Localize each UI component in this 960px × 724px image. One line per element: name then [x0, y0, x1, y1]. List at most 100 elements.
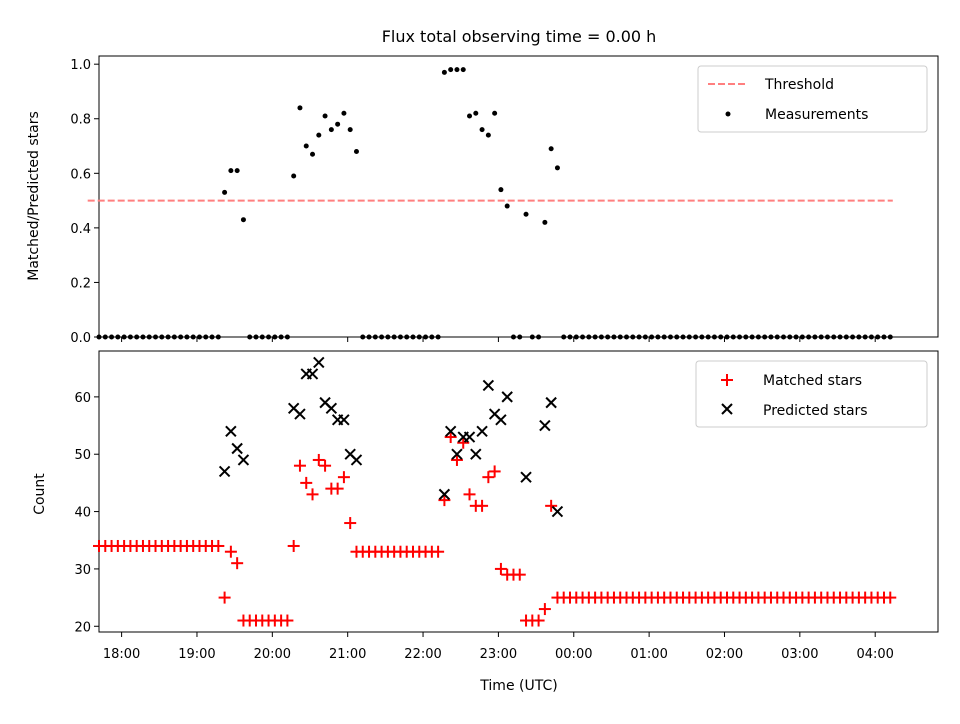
measurement-point [724, 334, 730, 340]
predicted-point [539, 419, 551, 432]
predicted-point [451, 448, 463, 460]
measurement-point [291, 173, 297, 179]
measurement-point [228, 168, 234, 174]
measurement-point [391, 334, 397, 340]
x-tick-label: 23:00 [480, 647, 517, 662]
top-y-tick-label: 0.0 [70, 331, 91, 346]
measurement-point [467, 113, 473, 119]
measurement-point [429, 334, 435, 340]
measurement-point [730, 334, 736, 340]
matched-point [884, 591, 897, 604]
measurement-point [536, 334, 542, 340]
x-tick-label: 19:00 [178, 647, 215, 662]
matched-point [331, 482, 344, 495]
measurement-point [410, 334, 416, 340]
measurement-point [492, 110, 498, 116]
measurement-point [680, 334, 686, 340]
matched-point [545, 499, 558, 512]
measurement-point [762, 334, 768, 340]
measurement-point [435, 334, 441, 340]
measurement-point [416, 334, 422, 340]
measurement-point [259, 334, 265, 340]
x-tick-label: 18:00 [103, 647, 140, 662]
measurement-point [755, 334, 761, 340]
bottom-plot-area [93, 356, 897, 627]
measurement-point [749, 334, 755, 340]
measurement-point [818, 334, 824, 340]
measurement-point [385, 334, 391, 340]
measurement-point [353, 148, 359, 154]
top-y-axis-label: Matched/Predicted stars [26, 111, 42, 281]
measurement-point [372, 334, 378, 340]
matched-point [337, 471, 350, 484]
x-tick-label: 22:00 [404, 647, 441, 662]
measurement-point [473, 110, 479, 116]
measurement-point [240, 217, 246, 223]
measurement-point [272, 334, 278, 340]
x-axis-label: Time (UTC) [479, 678, 557, 694]
measurement-point [322, 113, 328, 119]
top-y-tick-label: 1.0 [70, 58, 91, 73]
measurement-point [347, 127, 353, 133]
measurement-point [781, 334, 787, 340]
legend-threshold-label: Threshold [764, 77, 834, 93]
matched-point [532, 614, 545, 627]
measurement-point [335, 121, 341, 127]
measurement-point [824, 334, 830, 340]
matched-point [476, 499, 489, 512]
predicted-point [482, 379, 495, 392]
measurement-point [222, 189, 228, 195]
measurement-point [171, 334, 177, 340]
measurement-point [630, 334, 636, 340]
measurement-point [485, 132, 491, 138]
measurement-point [404, 334, 410, 340]
measurement-point [423, 334, 429, 340]
measurement-point [278, 334, 284, 340]
measurement-point [140, 334, 146, 340]
measurement-point [793, 334, 799, 340]
bottom-y-axis-label: Count [32, 473, 48, 515]
measurement-point [109, 334, 115, 340]
measurement-point [831, 334, 837, 340]
predicted-point [470, 448, 482, 460]
x-tick-label: 03:00 [781, 647, 818, 662]
predicted-point [495, 414, 507, 426]
measurement-point [159, 334, 165, 340]
measurement-point [454, 67, 460, 73]
matched-point [538, 603, 551, 616]
measurement-point [887, 334, 893, 340]
measurement-point [774, 334, 780, 340]
measurement-point [686, 334, 692, 340]
bottom-y-tick-label: 20 [74, 620, 91, 635]
matched-point [312, 453, 325, 466]
measurement-point [153, 334, 159, 340]
matched-point [218, 591, 231, 604]
measurement-point [768, 334, 774, 340]
predicted-point [545, 396, 557, 409]
bottom-y-tick-label: 50 [74, 448, 91, 463]
measurement-point [517, 334, 523, 340]
measurement-point [617, 334, 623, 340]
legend-matched-swatch [721, 374, 733, 386]
measurement-point [460, 67, 466, 73]
predicted-point [237, 454, 250, 466]
matched-point [432, 545, 445, 558]
matched-point [293, 459, 306, 472]
measurement-point [624, 334, 630, 340]
matched-point [287, 539, 300, 552]
measurement-point [881, 334, 887, 340]
x-tick-label: 02:00 [706, 647, 743, 662]
matched-point [300, 476, 313, 489]
measurement-point [441, 69, 447, 75]
measurement-point [611, 334, 617, 340]
measurement-point [479, 127, 485, 133]
measurement-point [96, 334, 102, 340]
top-y-tick-label: 0.8 [70, 113, 91, 128]
measurement-point [787, 334, 793, 340]
measurement-point [699, 334, 705, 340]
matched-point [482, 471, 495, 484]
measurement-point [843, 334, 849, 340]
measurement-point [586, 334, 592, 340]
measurement-point [737, 334, 743, 340]
x-tick-label: 01:00 [630, 647, 667, 662]
